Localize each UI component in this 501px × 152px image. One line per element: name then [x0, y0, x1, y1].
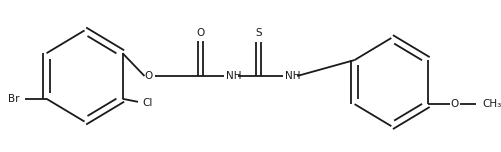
- Text: S: S: [255, 28, 261, 38]
- Text: NH: NH: [285, 71, 300, 81]
- Text: Br: Br: [9, 94, 20, 104]
- Text: O: O: [449, 99, 458, 109]
- Text: Cl: Cl: [142, 98, 152, 108]
- Text: O: O: [196, 28, 204, 38]
- Text: NH: NH: [225, 71, 241, 81]
- Text: O: O: [144, 71, 152, 81]
- Text: CH₃: CH₃: [481, 99, 501, 109]
